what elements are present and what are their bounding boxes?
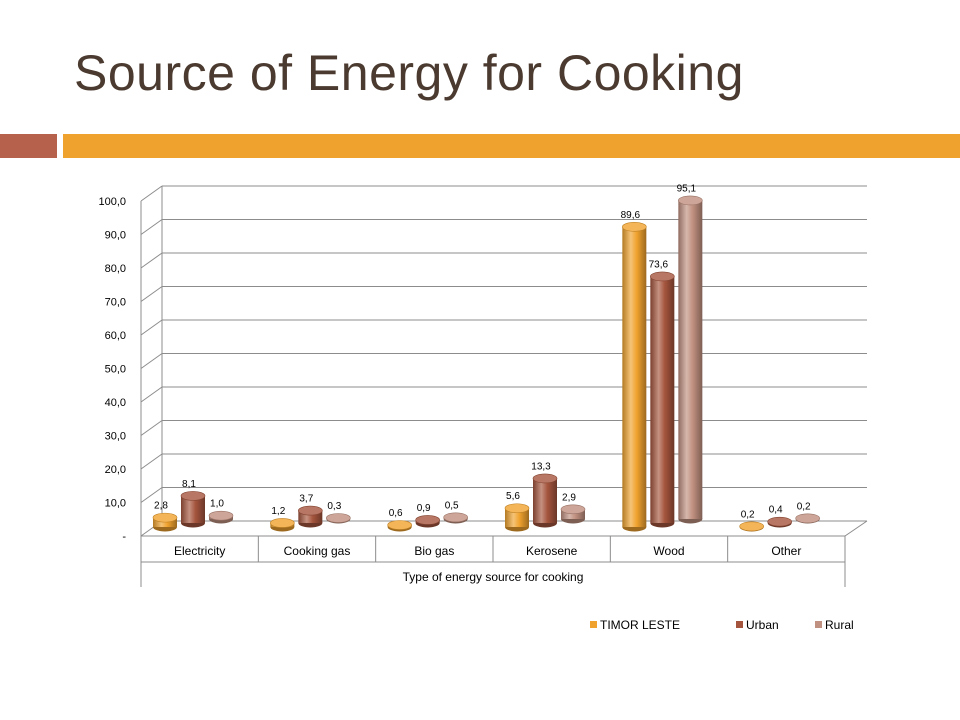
bar (622, 226, 647, 527)
data-label: 2,8 (154, 501, 168, 512)
bar (561, 509, 585, 519)
data-label: 0,2 (741, 509, 755, 520)
data-label: 2,9 (562, 492, 576, 503)
legend-label: TIMOR LESTE (600, 618, 680, 632)
gridline-diagonal (140, 319, 163, 336)
bar-top (415, 515, 440, 525)
y-tick-label: 70,0 (105, 297, 126, 309)
legend-swatch (815, 621, 822, 628)
data-label: 1,2 (271, 506, 285, 517)
x-tick-label: Other (771, 544, 801, 558)
y-tick-label: - (122, 531, 126, 543)
slide-title: Source of Energy for Cooking (74, 45, 744, 101)
y-tick-label: 10,0 (105, 498, 126, 510)
bar-top (326, 513, 351, 523)
gridline-diagonal (140, 353, 163, 369)
gridline-diagonal (140, 453, 163, 470)
y-tick-label: 90,0 (105, 230, 126, 242)
x-tick-label: Cooking gas (284, 544, 351, 558)
legend-swatch (590, 621, 597, 628)
data-label: 3,7 (299, 494, 313, 505)
gridline-diagonal (140, 420, 163, 436)
bar (650, 276, 675, 523)
bar-top (532, 473, 558, 484)
bar-top (387, 520, 412, 530)
legend-label: Urban (746, 618, 779, 632)
gridline-diagonal (140, 219, 163, 235)
gridline-diagonal (140, 185, 163, 202)
y-tick-label: 50,0 (105, 364, 126, 376)
bar-top (270, 518, 295, 528)
data-label: 95,1 (677, 183, 697, 194)
data-label: 0,9 (417, 503, 431, 514)
y-tick-label: 60,0 (105, 330, 126, 342)
data-label: 8,1 (182, 479, 196, 490)
data-label: 5,6 (506, 491, 520, 502)
bar-top (795, 513, 820, 524)
data-label: 0,5 (445, 500, 459, 511)
bar-top (208, 510, 234, 521)
bar (533, 478, 557, 523)
data-label: 0,4 (769, 505, 783, 516)
floor-right-edge (844, 520, 868, 537)
y-tick-label: 100,0 (98, 196, 126, 208)
bar-top (152, 512, 178, 523)
data-label: 89,6 (621, 210, 641, 221)
bar-top (650, 271, 675, 282)
bar-top (504, 503, 530, 514)
data-label: 0,3 (327, 501, 341, 512)
gridline-diagonal (140, 286, 163, 302)
decorative-band-right (63, 134, 960, 158)
bar-top (739, 521, 764, 532)
bar-top (443, 512, 468, 523)
gridline-diagonal (140, 386, 163, 403)
data-label: 0,6 (389, 508, 403, 519)
x-tick-label: Wood (653, 544, 684, 558)
gridline-diagonal (140, 487, 163, 503)
bar-top (298, 505, 323, 516)
y-tick-label: 40,0 (105, 397, 126, 409)
x-axis-title: Type of energy source for cooking (403, 570, 584, 584)
data-label: 0,2 (797, 501, 811, 512)
legend-label: Rural (825, 618, 854, 632)
decorative-band-left (0, 134, 57, 158)
data-label: 13,3 (531, 461, 551, 472)
gridline-diagonal (140, 252, 163, 269)
y-tick-label: 20,0 (105, 464, 126, 476)
bar-top (180, 491, 206, 501)
bar-top (560, 504, 586, 515)
x-tick-label: Electricity (174, 544, 225, 558)
x-tick-label: Kerosene (526, 544, 578, 558)
bar (505, 508, 529, 527)
data-label: 73,6 (649, 259, 669, 270)
bar-top (622, 222, 647, 232)
y-tick-label: 80,0 (105, 263, 126, 275)
x-tick-label: Bio gas (414, 544, 454, 558)
bar-top (678, 195, 703, 206)
bar-top (767, 516, 792, 527)
bar (678, 200, 703, 520)
y-tick-label: 30,0 (105, 431, 126, 443)
legend-swatch (736, 621, 743, 628)
data-label: 1,0 (210, 499, 224, 510)
